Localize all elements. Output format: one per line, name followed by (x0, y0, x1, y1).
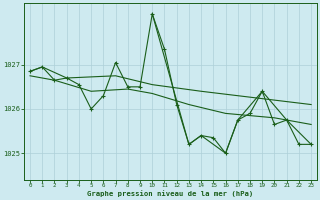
X-axis label: Graphe pression niveau de la mer (hPa): Graphe pression niveau de la mer (hPa) (87, 190, 254, 197)
